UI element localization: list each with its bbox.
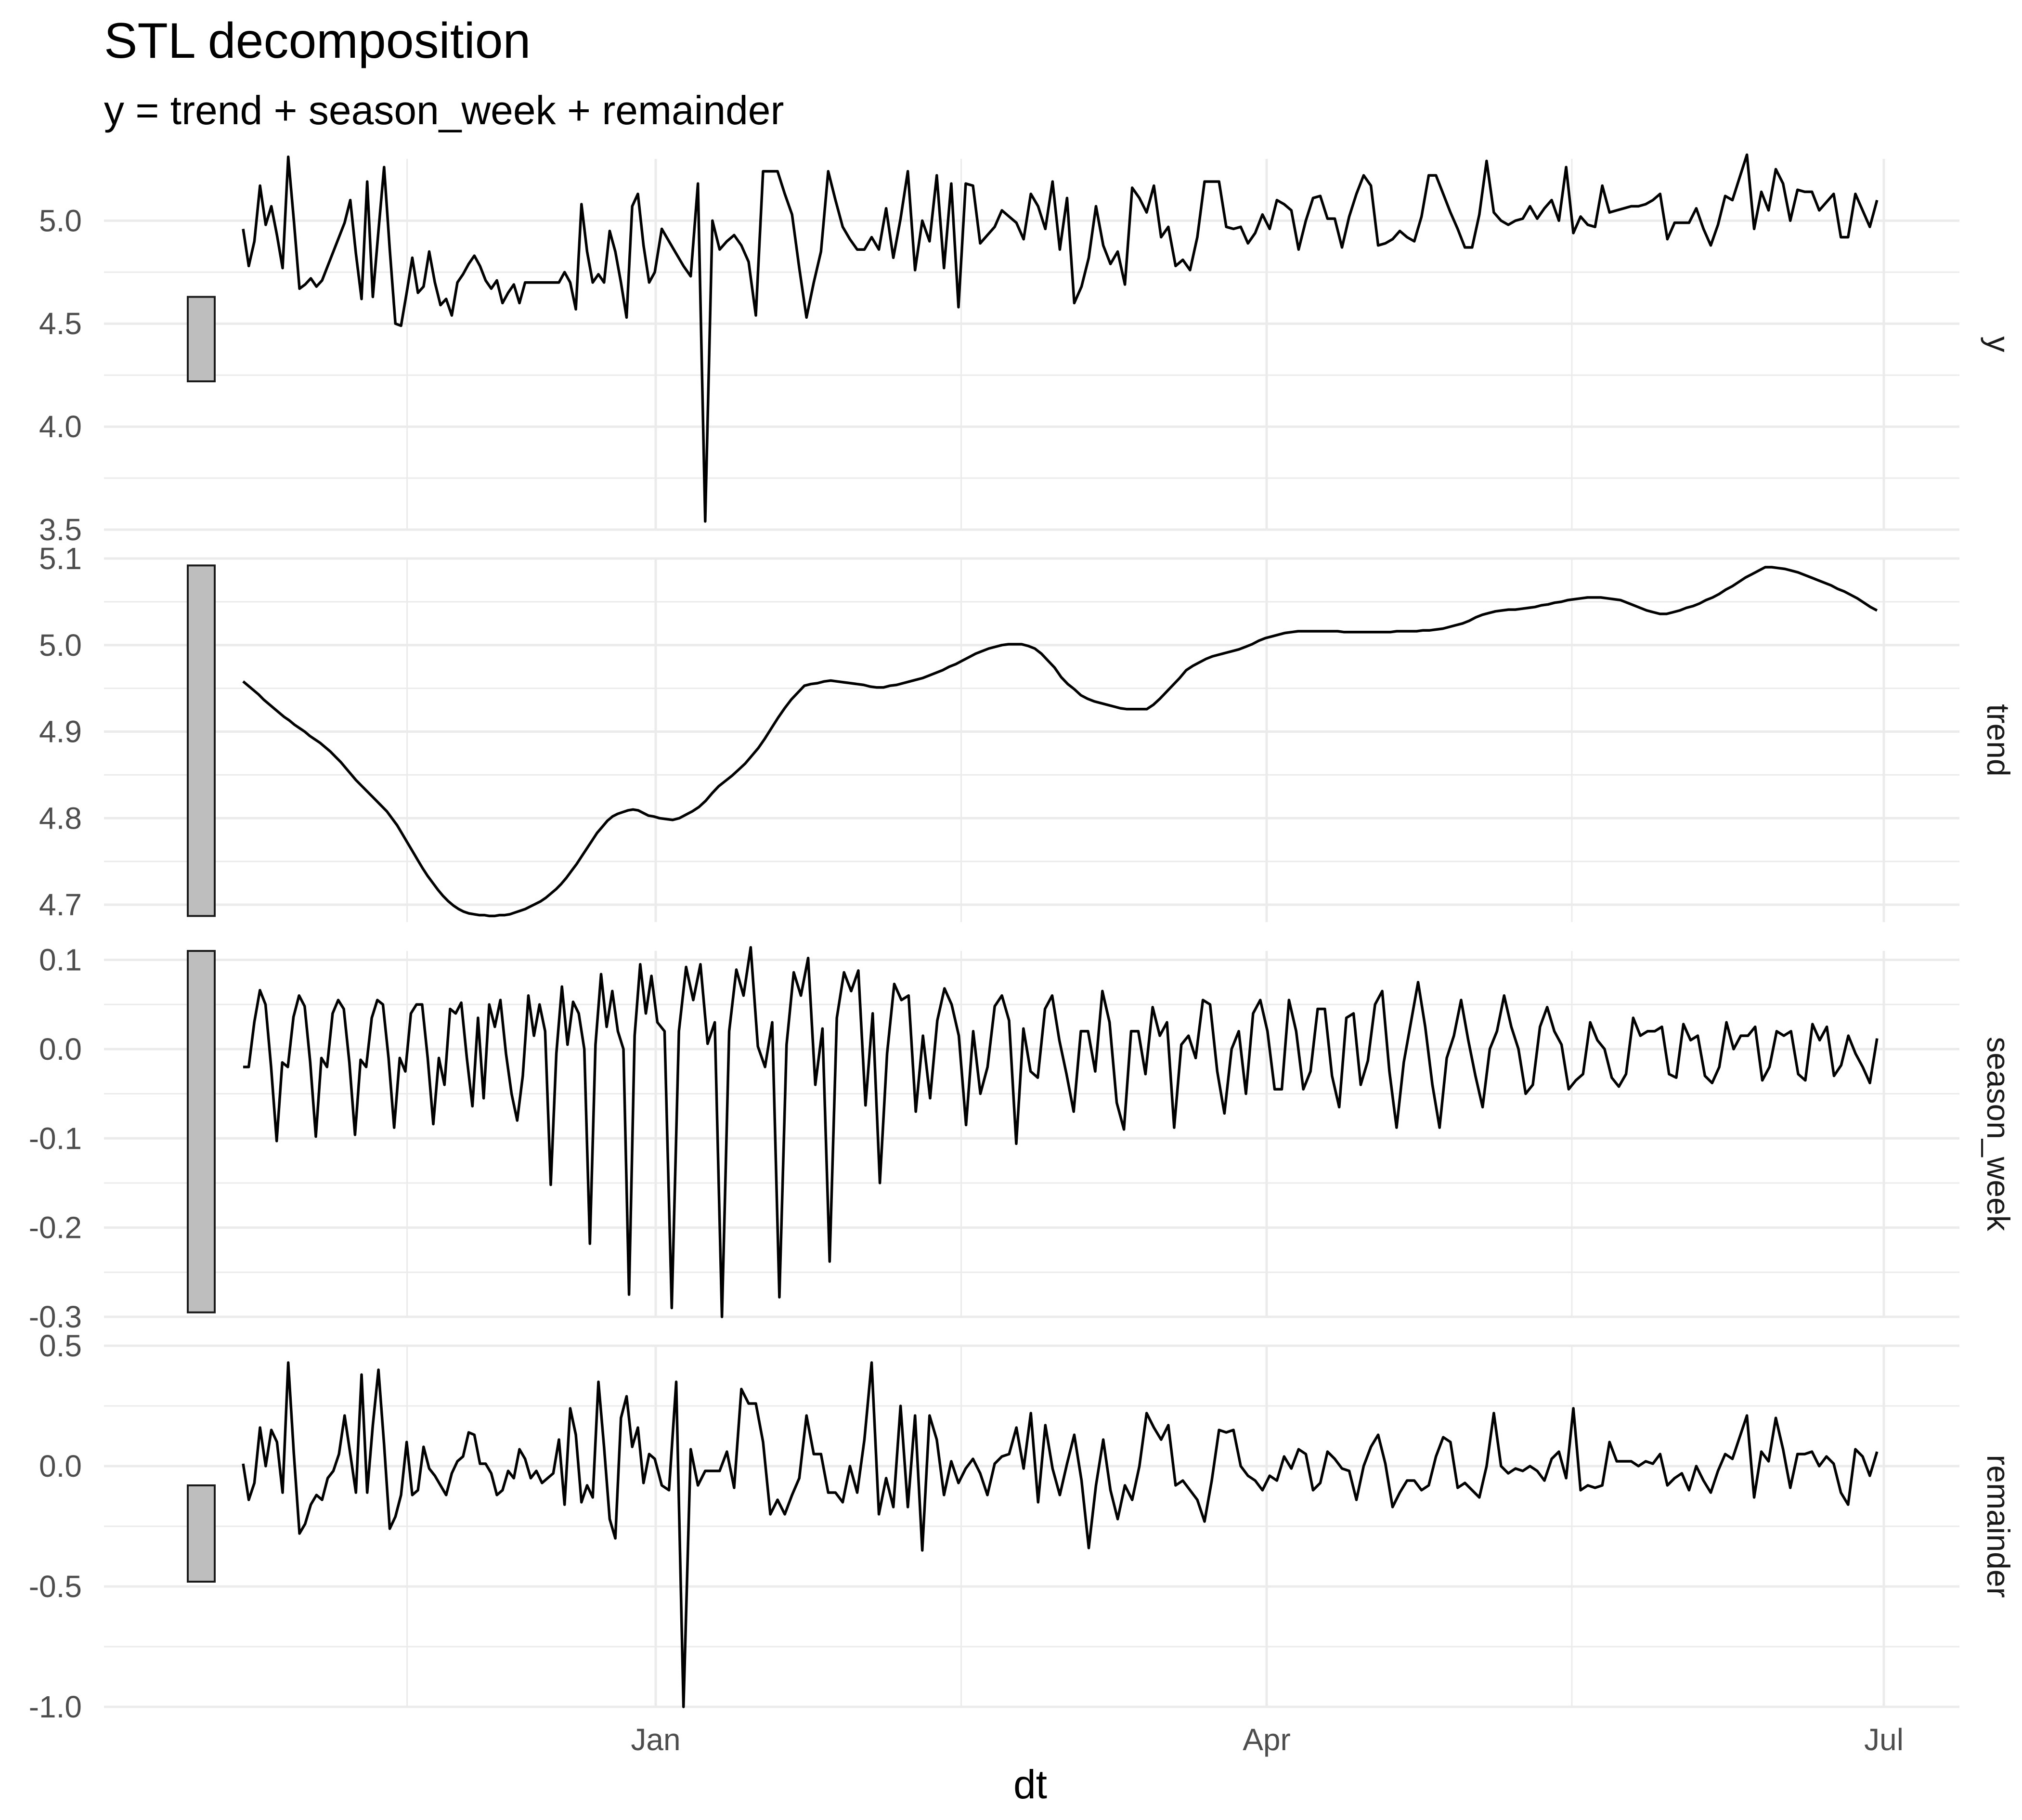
x-axis-label: dt — [1013, 1762, 1047, 1807]
facet-label-trend: trend — [1981, 704, 2016, 776]
series-line-y — [242, 153, 1879, 523]
series-line-season-week — [243, 946, 1879, 1318]
y-tick-label: 5.0 — [39, 628, 82, 663]
x-tick-label: Jan — [631, 1722, 680, 1757]
y-tick-label: 3.5 — [39, 512, 82, 547]
y-tick-label: 4.0 — [39, 409, 82, 444]
facet-label-season-week: season_week — [1981, 1037, 2016, 1232]
scale-bar — [187, 564, 216, 917]
y-tick-label: -0.2 — [29, 1210, 82, 1245]
scale-bar — [187, 1484, 216, 1583]
y-tick-label: 4.7 — [39, 887, 82, 922]
panel-remainder: -1.0 -0.5 0.0 0.5 remainder — [29, 1328, 2016, 1724]
y-tick-label: 4.8 — [39, 801, 82, 835]
x-tick-label: Jul — [1864, 1722, 1904, 1757]
chart-subtitle: y = trend + season_week + remainder — [104, 88, 784, 133]
facet-label-y: y — [1981, 337, 2016, 352]
x-tick-label: Apr — [1243, 1722, 1291, 1757]
y-tick-label: 4.9 — [39, 715, 82, 749]
y-tick-label: 0.0 — [39, 1032, 82, 1066]
y-tick-label: 0.0 — [39, 1449, 82, 1483]
y-tick-label: -0.1 — [29, 1121, 82, 1156]
scale-bar — [187, 950, 216, 1313]
x-axis: Jan Apr Jul — [631, 1722, 1904, 1757]
chart-title: STL decomposition — [104, 13, 531, 69]
scale-bar — [187, 296, 216, 382]
y-tick-label: 0.5 — [39, 1328, 82, 1363]
panels: 3.54.04.55.0y4.74.84.95.05.1trend-0.3-0.… — [29, 153, 2016, 1724]
series-line-remainder — [242, 1361, 1879, 1708]
y-tick-label: 5.1 — [39, 541, 82, 576]
y-tick-label: 0.1 — [39, 943, 82, 977]
facet-label-remainder: remainder — [1981, 1455, 2016, 1598]
y-tick-label: -0.3 — [29, 1300, 82, 1334]
panel-season-week: -0.3 -0.2 -0.1 0.0 0.1 season_week — [29, 943, 2016, 1334]
y-tick-label: 4.5 — [39, 306, 82, 341]
series-line-trend — [242, 566, 1878, 918]
y-tick-label: 5.0 — [39, 203, 82, 238]
y-tick-label: -0.5 — [29, 1569, 82, 1604]
panel-trend: 4.7 4.8 4.9 5.0 5.1 trend — [39, 541, 2016, 922]
panel-y: 3.5 4.0 4.5 5.0 y — [39, 153, 2016, 547]
y-tick-label: -1.0 — [29, 1690, 82, 1724]
